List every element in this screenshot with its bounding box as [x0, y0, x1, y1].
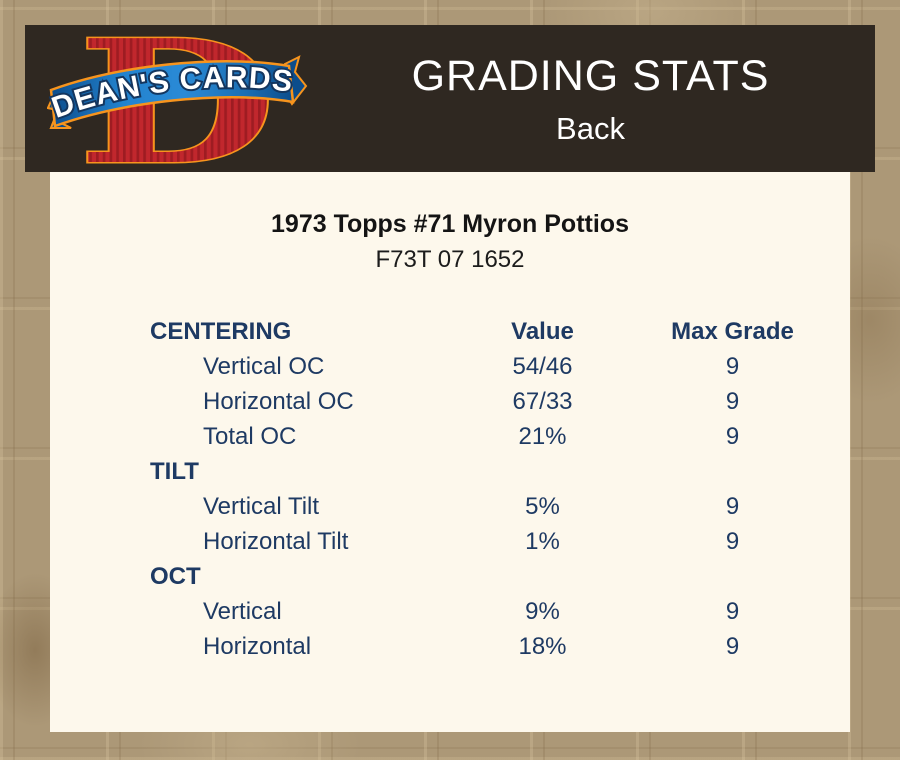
card-side-label: Back	[556, 111, 625, 147]
stat-max-grade: 9	[725, 598, 740, 625]
stat-max-grade: 9	[725, 353, 740, 380]
header-title-area: GRADING STATS Back	[320, 25, 875, 172]
stat-row-oct-vertical: Vertical 9% 9	[50, 594, 850, 629]
section-row-tilt: TILT	[50, 454, 850, 489]
logo-ribbon	[49, 60, 295, 128]
stat-label: Vertical Tilt	[203, 493, 320, 520]
stat-row-vertical-tilt: Vertical Tilt 5% 9	[50, 489, 850, 524]
stats-table: CENTERING Value Max Grade Vertical OC 54…	[50, 314, 850, 664]
stat-row-total-oc: Total OC 21% 9	[50, 419, 850, 454]
column-header-value: Value	[511, 318, 574, 345]
deans-cards-logo[interactable]: D DEAN'S CARDS	[25, 25, 320, 172]
stat-max-grade: 9	[725, 528, 740, 555]
stat-label: Vertical	[203, 598, 282, 625]
stat-value: 5%	[525, 493, 560, 520]
stat-value: 67/33	[512, 388, 573, 415]
stat-value: 21%	[518, 423, 567, 450]
stat-label: Horizontal Tilt	[203, 528, 349, 555]
card-title: 1973 Topps #71 Myron Pottios	[271, 210, 629, 238]
stat-value: 54/46	[512, 353, 573, 380]
stat-label: Total OC	[203, 423, 297, 450]
stat-value: 1%	[525, 528, 560, 555]
table-header-row: CENTERING Value Max Grade	[50, 314, 850, 349]
stat-label: Horizontal	[203, 633, 312, 660]
stat-max-grade: 9	[725, 493, 740, 520]
stat-value: 9%	[525, 598, 560, 625]
page-title: GRADING STATS	[411, 52, 770, 100]
stat-value: 18%	[518, 633, 567, 660]
stat-max-grade: 9	[725, 633, 740, 660]
section-header-oct: OCT	[150, 563, 201, 590]
stat-max-grade: 9	[725, 388, 740, 415]
stat-row-vertical-oc: Vertical OC 54/46 9	[50, 349, 850, 384]
stat-max-grade: 9	[725, 423, 740, 450]
stats-panel: 1973 Topps #71 Myron Pottios F73T 07 165…	[50, 172, 850, 732]
header-bar: D DEAN'S CARDS GRADING STATS Back	[25, 25, 875, 172]
stat-label: Vertical OC	[203, 353, 325, 380]
column-header-max-grade: Max Grade	[671, 318, 794, 345]
section-row-oct: OCT	[50, 559, 850, 594]
section-header-centering: CENTERING	[150, 318, 292, 345]
section-header-tilt: TILT	[150, 458, 199, 485]
deans-cards-logo-image: D DEAN'S CARDS	[47, 32, 308, 170]
stat-row-horizontal-oc: Horizontal OC 67/33 9	[50, 384, 850, 419]
stat-label: Horizontal OC	[203, 388, 354, 415]
stat-row-horizontal-tilt: Horizontal Tilt 1% 9	[50, 524, 850, 559]
card-code: F73T 07 1652	[375, 246, 525, 273]
stat-row-oct-horizontal: Horizontal 18% 9	[50, 629, 850, 664]
